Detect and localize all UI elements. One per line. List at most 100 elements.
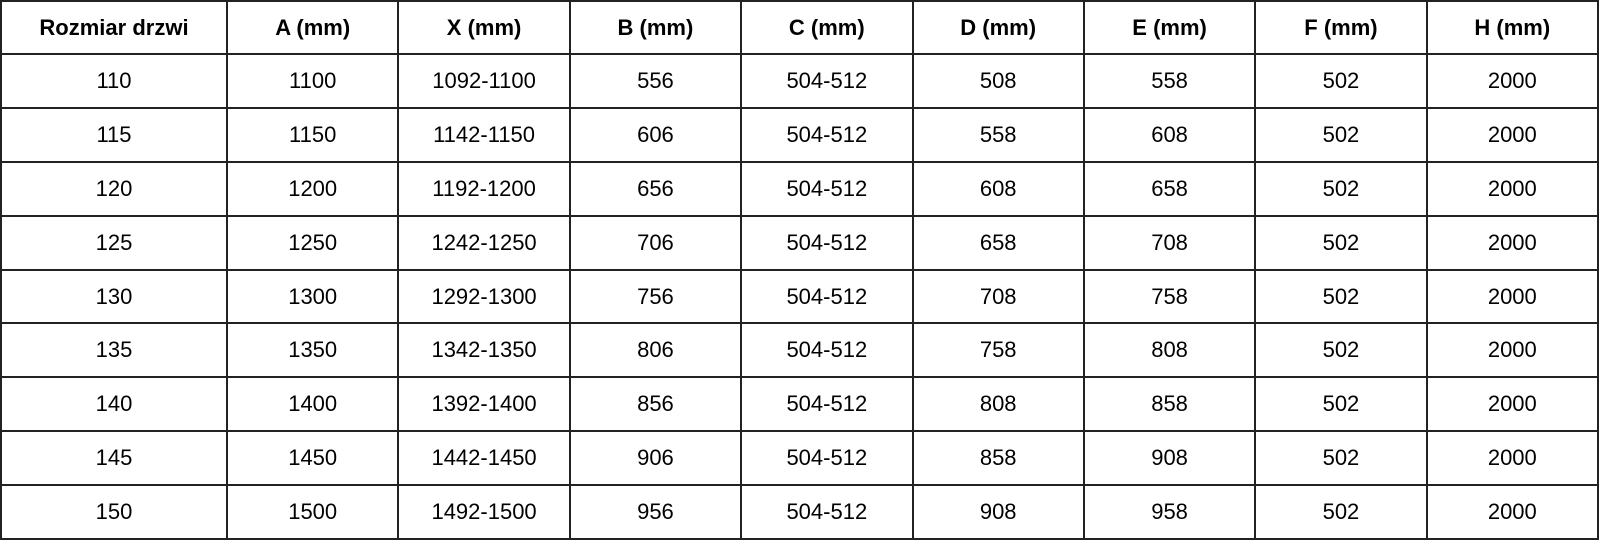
table-row: 115 1150 1142-1150 606 504-512 558 608 502 2000 [0,106,1600,163]
table-cell: 908 [911,484,1085,540]
table-cell: 2000 [1425,484,1600,540]
table-cell: 502 [1254,268,1428,325]
table-cell: 504-512 [740,430,914,487]
table-cell: 504-512 [740,214,914,271]
table-cell: 756 [568,268,743,325]
table-cell: 908 [1082,430,1257,487]
table-cell: 1300 [225,268,400,325]
table-cell: 1100 [225,53,400,109]
table-cell: 502 [1254,376,1428,433]
table-cell: 508 [911,53,1085,109]
table-cell: 708 [1082,214,1257,271]
table-cell: 2000 [1425,322,1600,379]
table-cell: 858 [1082,376,1257,433]
table-cell: 120 [0,160,228,217]
table-cell: 708 [911,268,1085,325]
table-cell: 2000 [1425,376,1600,433]
table-cell: 706 [568,214,743,271]
table-cell: 1500 [225,484,400,540]
column-header: A (mm) [225,0,400,55]
table-cell: 1150 [225,106,400,163]
table-cell: 1442-1450 [397,430,571,487]
column-header: Rozmiar drzwi [0,0,228,55]
table-cell: 658 [1082,160,1257,217]
table-cell: 140 [0,376,228,433]
table-cell: 958 [1082,484,1257,540]
column-header: C (mm) [740,0,914,55]
table-cell: 906 [568,430,743,487]
table-cell: 125 [0,214,228,271]
table-cell: 1092-1100 [397,53,571,109]
table-cell: 504-512 [740,376,914,433]
table-cell: 504-512 [740,53,914,109]
table-cell: 504-512 [740,484,914,540]
table-cell: 608 [1082,106,1257,163]
table-row: 130 1300 1292-1300 756 504-512 708 758 502 2000 [0,268,1600,325]
table-cell: 504-512 [740,268,914,325]
table-cell: 608 [911,160,1085,217]
column-header: B (mm) [568,0,743,55]
table-cell: 2000 [1425,268,1600,325]
table-cell: 135 [0,322,228,379]
table-cell: 858 [911,430,1085,487]
table-cell: 2000 [1425,430,1600,487]
table-row: 110 1100 1092-1100 556 504-512 508 558 502 2000 [0,53,1600,109]
table-cell: 606 [568,106,743,163]
table-cell: 956 [568,484,743,540]
table-cell: 556 [568,53,743,109]
table-row: 120 1200 1192-1200 656 504-512 608 658 502 2000 [0,160,1600,217]
table-cell: 658 [911,214,1085,271]
table-cell: 504-512 [740,106,914,163]
table-cell: 2000 [1425,160,1600,217]
column-header: F (mm) [1254,0,1428,55]
column-header: X (mm) [397,0,571,55]
table-cell: 558 [911,106,1085,163]
table-cell: 758 [1082,268,1257,325]
table-cell: 1192-1200 [397,160,571,217]
table-cell: 1200 [225,160,400,217]
table-cell: 504-512 [740,160,914,217]
table-cell: 808 [1082,322,1257,379]
table-cell: 2000 [1425,53,1600,109]
table-cell: 2000 [1425,214,1600,271]
table-cell: 1250 [225,214,400,271]
table-cell: 504-512 [740,322,914,379]
table-cell: 502 [1254,430,1428,487]
table-cell: 808 [911,376,1085,433]
column-header: H (mm) [1425,0,1600,55]
table-cell: 502 [1254,214,1428,271]
table-cell: 1400 [225,376,400,433]
table-cell: 1450 [225,430,400,487]
table-row: 135 1350 1342-1350 806 504-512 758 808 502 2000 [0,322,1600,379]
table-cell: 115 [0,106,228,163]
table-cell: 150 [0,484,228,540]
header-row: Rozmiar drzwi A (mm) X (mm) B (mm) C (mm) D (… [0,0,1600,55]
table-cell: 856 [568,376,743,433]
table-cell: 1392-1400 [397,376,571,433]
table-cell: 502 [1254,322,1428,379]
column-header: E (mm) [1082,0,1257,55]
table-cell: 502 [1254,53,1428,109]
table-cell: 1292-1300 [397,268,571,325]
table-cell: 1242-1250 [397,214,571,271]
column-header: D (mm) [911,0,1085,55]
table-cell: 1342-1350 [397,322,571,379]
table-cell: 558 [1082,53,1257,109]
table-cell: 502 [1254,160,1428,217]
table-cell: 806 [568,322,743,379]
table-row: 145 1450 1442-1450 906 504-512 858 908 502 2000 [0,430,1600,487]
table-cell: 145 [0,430,228,487]
table-cell: 502 [1254,106,1428,163]
table-cell: 656 [568,160,743,217]
table-cell: 502 [1254,484,1428,540]
table-cell: 130 [0,268,228,325]
table-cell: 110 [0,53,228,109]
table-cell: 758 [911,322,1085,379]
table-row: 150 1500 1492-1500 956 504-512 908 958 502 2000 [0,484,1600,540]
table-cell: 1142-1150 [397,106,571,163]
table-cell: 2000 [1425,106,1600,163]
table-row: 125 1250 1242-1250 706 504-512 658 708 502 2000 [0,214,1600,271]
table-cell: 1492-1500 [397,484,571,540]
table-row: 140 1400 1392-1400 856 504-512 808 858 502 2000 [0,376,1600,433]
